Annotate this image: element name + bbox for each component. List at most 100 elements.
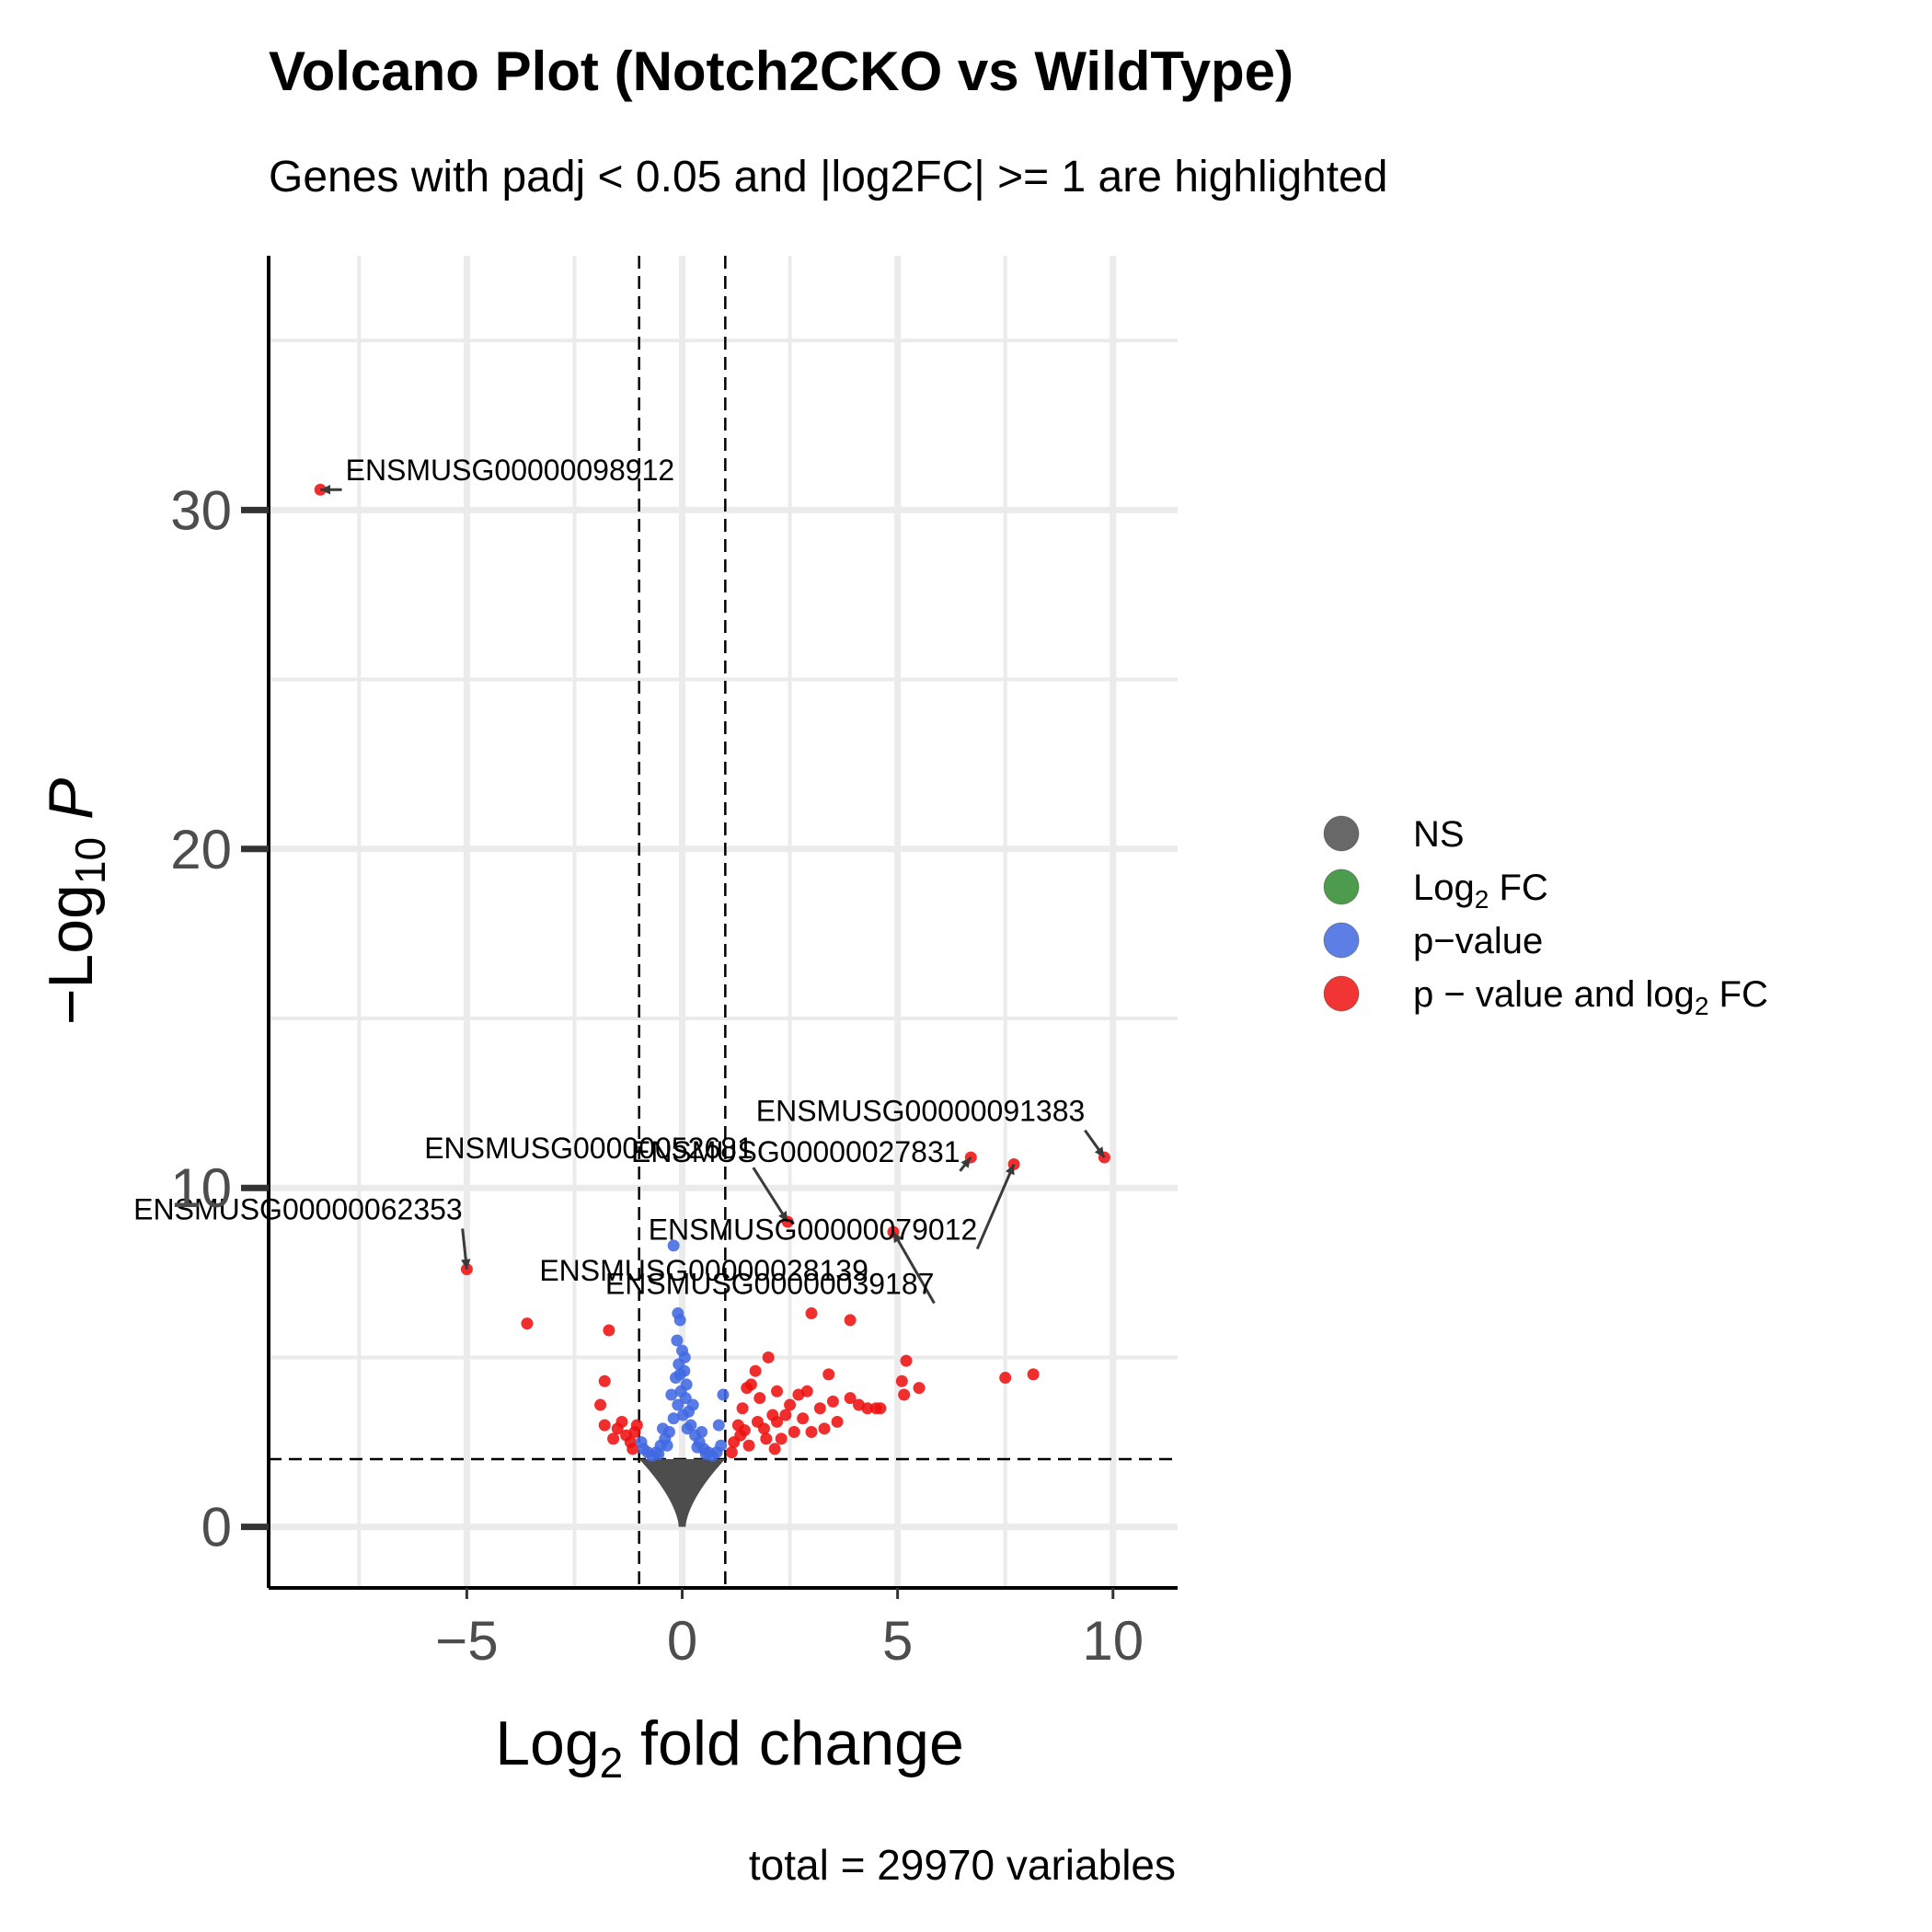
- label-arrowhead: [960, 1157, 972, 1168]
- legend-marker-p: [1323, 922, 1360, 959]
- x-axis-title-sub: 2: [600, 1739, 624, 1787]
- point-p-value: [676, 1409, 689, 1421]
- label-arrowhead: [461, 1259, 471, 1270]
- point-p-value: [696, 1426, 708, 1439]
- point-p-and-fc: [898, 1388, 911, 1401]
- point-p-and-fc: [771, 1415, 784, 1428]
- label-connector: [975, 1163, 1016, 1250]
- label-arrowhead: [1094, 1146, 1105, 1158]
- point-p-and-fc: [844, 1392, 857, 1405]
- gene-label: ENSMUSG00000039187: [605, 1268, 935, 1301]
- legend-label-prefix: p − value and log: [1413, 974, 1695, 1015]
- gene-label: ENSMUSG00000052681: [424, 1132, 753, 1165]
- data-points: [314, 483, 1110, 1462]
- point-p-value: [699, 1447, 712, 1460]
- point-p-value: [712, 1419, 725, 1432]
- point-p-and-fc: [521, 1317, 534, 1330]
- ns-cloud: [638, 1458, 726, 1527]
- point-p-and-fc: [768, 1443, 781, 1455]
- x-tick-label: −5: [435, 1610, 498, 1672]
- point-p-value: [667, 1412, 680, 1425]
- point-p-and-fc: [760, 1432, 773, 1445]
- legend-label-fc: Log2 FC: [1413, 868, 1548, 914]
- point-p-and-fc: [751, 1415, 764, 1428]
- point-p-and-fc: [900, 1354, 913, 1367]
- point-p-and-fc: [895, 1374, 908, 1387]
- y-axis-title: −Log10 P: [36, 778, 114, 1026]
- point-p-value: [715, 1439, 728, 1452]
- point-p-and-fc: [775, 1432, 788, 1445]
- label-connector: [752, 1167, 789, 1223]
- y-tick-label: 20: [170, 819, 232, 880]
- gene-label: ENSMUSG00000028139: [539, 1254, 868, 1287]
- point-p-and-fc: [598, 1419, 611, 1432]
- point-p-and-fc: [779, 1409, 792, 1421]
- chart-title: Volcano Plot (Notch2CKO vs WildType): [269, 40, 1294, 102]
- point-p-and-fc: [788, 1426, 800, 1439]
- point-p-and-fc: [607, 1432, 620, 1445]
- point-p-and-fc: [999, 1372, 1012, 1385]
- legend-label-sub: 2: [1475, 885, 1489, 914]
- point-p-value: [673, 1314, 686, 1327]
- chart-subtitle: Genes with padj < 0.05 and |log2FC| >= 1…: [269, 153, 1387, 201]
- label-arrowhead: [892, 1232, 903, 1244]
- gene-label: ENSMUSG00000027831: [631, 1135, 960, 1168]
- point-p-and-fc: [725, 1446, 738, 1459]
- y-axis-title-prefix: −Log: [36, 884, 106, 1025]
- point-p-and-fc: [818, 1422, 831, 1435]
- gene-label: ENSMUSG00000062353: [133, 1192, 463, 1225]
- point-p-and-fc: [831, 1415, 844, 1428]
- x-tick-label: 10: [1082, 1610, 1144, 1672]
- gene-label: ENSMUSG00000079012: [649, 1213, 978, 1247]
- point-p-and-fc: [762, 1351, 775, 1363]
- legend-label-ns: NS: [1413, 814, 1465, 855]
- point-p-and-fc: [742, 1439, 755, 1452]
- legend-label-p: p−value: [1413, 921, 1543, 961]
- gene-label: ENSMUSG00000091383: [756, 1095, 1086, 1128]
- point-p-value: [665, 1388, 678, 1401]
- point-p-and-fc: [784, 1398, 797, 1411]
- point-p-and-fc: [805, 1426, 818, 1439]
- point-p-and-fc: [630, 1419, 643, 1432]
- gene-label: ENSMUSG00000098912: [346, 454, 675, 487]
- point-p-and-fc: [844, 1314, 857, 1327]
- legend-marker-ns: [1323, 815, 1360, 852]
- point-p-value: [672, 1398, 684, 1411]
- axes: [267, 256, 1178, 1590]
- point-p-and-fc: [861, 1402, 874, 1415]
- y-tick-label: 30: [170, 479, 232, 541]
- point-p-and-fc: [913, 1382, 926, 1395]
- point-p-value: [671, 1334, 684, 1347]
- y-tick-label: 10: [170, 1157, 232, 1219]
- legend-label-suffix: FC: [1708, 974, 1767, 1015]
- x-tick-label: 0: [667, 1610, 697, 1672]
- point-p-and-fc: [744, 1378, 757, 1391]
- point-p-and-fc: [736, 1402, 749, 1415]
- point-p-value: [652, 1447, 665, 1460]
- point-p-value: [656, 1422, 669, 1435]
- point-p-and-fc: [615, 1415, 628, 1428]
- point-p-and-fc: [598, 1374, 611, 1387]
- caption: total = 29970 variables: [749, 1841, 1176, 1889]
- y-tick-label: 0: [201, 1497, 232, 1558]
- point-p-value: [673, 1368, 686, 1381]
- point-p-value: [667, 1239, 680, 1252]
- point-p-value: [678, 1351, 691, 1363]
- point-p-and-fc: [797, 1412, 810, 1425]
- point-p-value: [661, 1439, 673, 1452]
- x-axis-title-suffix: fold change: [623, 1708, 964, 1778]
- label-arrowhead: [320, 485, 330, 495]
- point-p-and-fc: [805, 1307, 818, 1320]
- label-connector: [891, 1231, 936, 1305]
- y-axis-title-suffix: P: [36, 778, 106, 837]
- point-p-and-fc: [753, 1392, 766, 1405]
- y-axis-title-sub: 10: [66, 837, 114, 884]
- label-arrowhead: [778, 1211, 788, 1223]
- point-p-and-fc: [749, 1364, 762, 1377]
- legend-label-fc_p: p − value and log2 FC: [1413, 974, 1768, 1020]
- x-axis-title-prefix: Log: [495, 1708, 599, 1778]
- point-p-value: [691, 1441, 704, 1454]
- point-p-and-fc: [813, 1402, 826, 1415]
- point-p-and-fc: [738, 1424, 751, 1437]
